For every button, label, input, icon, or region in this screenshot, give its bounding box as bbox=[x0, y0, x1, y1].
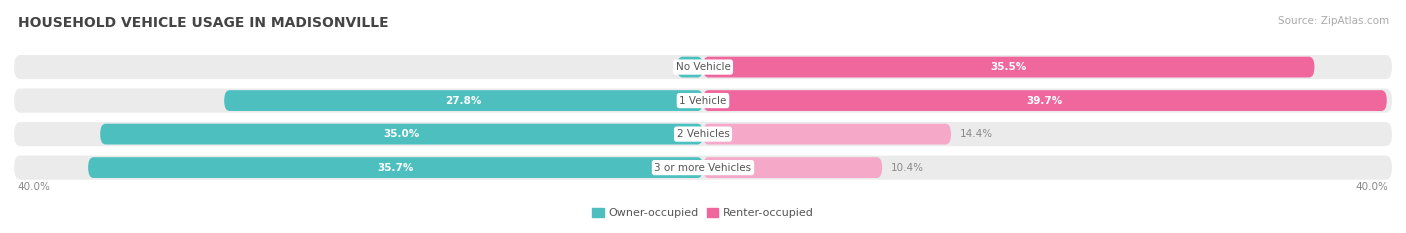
Text: 27.8%: 27.8% bbox=[446, 96, 482, 106]
Legend: Owner-occupied, Renter-occupied: Owner-occupied, Renter-occupied bbox=[592, 208, 814, 218]
FancyBboxPatch shape bbox=[678, 57, 703, 77]
FancyBboxPatch shape bbox=[100, 124, 703, 144]
Text: 39.7%: 39.7% bbox=[1026, 96, 1063, 106]
FancyBboxPatch shape bbox=[703, 57, 1315, 77]
Text: No Vehicle: No Vehicle bbox=[675, 62, 731, 72]
Text: 40.0%: 40.0% bbox=[17, 182, 51, 192]
FancyBboxPatch shape bbox=[703, 157, 882, 178]
Text: 14.4%: 14.4% bbox=[960, 129, 993, 139]
FancyBboxPatch shape bbox=[14, 122, 1392, 146]
Text: 35.5%: 35.5% bbox=[991, 62, 1026, 72]
FancyBboxPatch shape bbox=[14, 89, 1392, 113]
FancyBboxPatch shape bbox=[14, 55, 1392, 79]
FancyBboxPatch shape bbox=[703, 124, 950, 144]
Text: 3 or more Vehicles: 3 or more Vehicles bbox=[654, 163, 752, 173]
FancyBboxPatch shape bbox=[224, 90, 703, 111]
Text: 1 Vehicle: 1 Vehicle bbox=[679, 96, 727, 106]
Text: 35.0%: 35.0% bbox=[384, 129, 420, 139]
Text: 35.7%: 35.7% bbox=[377, 163, 413, 173]
Text: 2 Vehicles: 2 Vehicles bbox=[676, 129, 730, 139]
FancyBboxPatch shape bbox=[703, 90, 1386, 111]
Text: Source: ZipAtlas.com: Source: ZipAtlas.com bbox=[1278, 16, 1389, 26]
Text: HOUSEHOLD VEHICLE USAGE IN MADISONVILLE: HOUSEHOLD VEHICLE USAGE IN MADISONVILLE bbox=[18, 16, 389, 30]
FancyBboxPatch shape bbox=[14, 156, 1392, 180]
FancyBboxPatch shape bbox=[89, 157, 703, 178]
Text: 40.0%: 40.0% bbox=[1355, 182, 1389, 192]
Text: 10.4%: 10.4% bbox=[891, 163, 924, 173]
Text: 1.5%: 1.5% bbox=[675, 62, 704, 72]
